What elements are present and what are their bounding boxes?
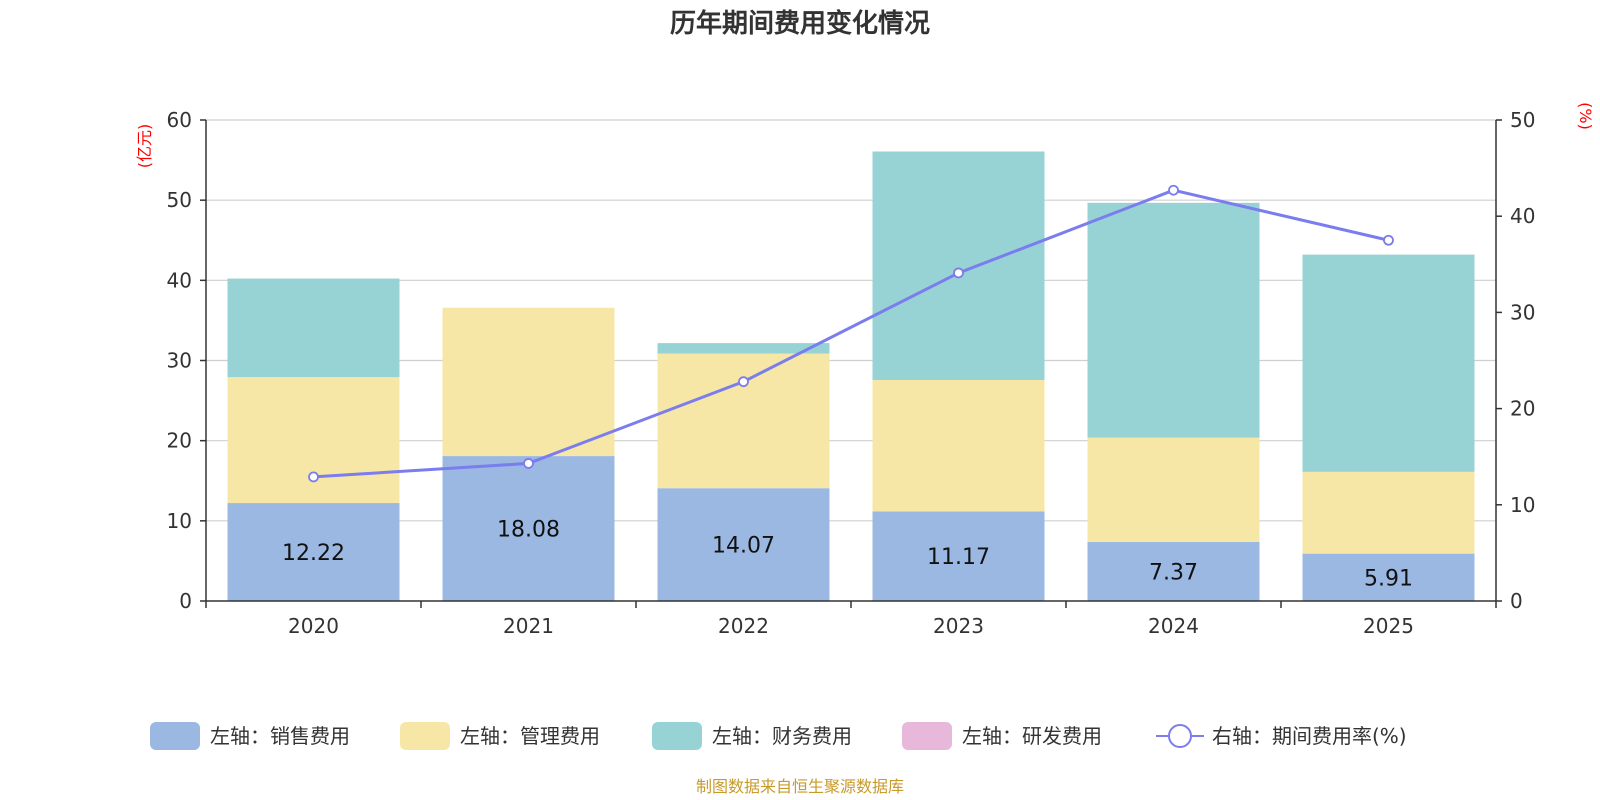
left-axis-tick-label: 50 (167, 188, 192, 212)
legend-item: 左轴：研发费用 (902, 722, 1102, 750)
right-axis-tick-label: 20 (1510, 397, 1535, 421)
bar-segment (657, 343, 830, 354)
legend-swatch (652, 722, 702, 750)
bar-segment (872, 379, 1045, 512)
legend-swatch (902, 722, 952, 750)
legend-label: 左轴：财务费用 (712, 724, 852, 748)
right-axis-tick-label: 10 (1510, 493, 1535, 517)
x-axis-tick-label: 2023 (933, 614, 984, 638)
legend-item: 左轴：管理费用 (400, 722, 600, 750)
legend-label: 左轴：管理费用 (460, 724, 600, 748)
right-axis-tick-label: 0 (1510, 589, 1523, 613)
bar-segment (442, 456, 615, 601)
right-axis-tick-label: 30 (1510, 300, 1535, 324)
legend-item: 右轴：期间费用率(%) (1156, 724, 1407, 748)
x-axis-tick-label: 2025 (1363, 614, 1414, 638)
rate-point (308, 471, 319, 483)
left-axis-tick-label: 30 (167, 349, 192, 373)
bar-data-label: 14.07 (712, 534, 775, 559)
bar-data-label: 7.37 (1149, 560, 1198, 585)
left-axis-tick-label: 0 (179, 589, 192, 613)
bar-segment (1087, 541, 1260, 601)
x-axis-tick-label: 2021 (503, 614, 554, 638)
bar-series: 12.22 18.08 14.07 11.17 7.37 5.91 (227, 151, 1475, 601)
legend-label: 右轴：期间费用率(%) (1212, 724, 1407, 748)
bar-segment (1302, 553, 1475, 601)
bar-data-label: 18.08 (497, 518, 560, 543)
bar-segment (1087, 202, 1260, 438)
bar-data-label: 12.22 (282, 541, 345, 566)
bar-segment (227, 377, 400, 504)
bar-data-label: 11.17 (927, 545, 990, 570)
legend-marker (1168, 724, 1192, 748)
bar-data-label: 5.91 (1364, 566, 1413, 591)
rate-point (953, 267, 964, 279)
left-axis-tick-label: 40 (167, 268, 192, 292)
legend-label: 左轴：研发费用 (962, 724, 1102, 748)
bar-segment (227, 503, 400, 601)
bar-segment (1302, 254, 1475, 472)
legend: 左轴：销售费用 左轴：管理费用 左轴：财务费用 左轴：研发费用 右轴：期间费用率(%) (150, 722, 1407, 750)
right-axis-unit: (%) (1576, 102, 1595, 130)
bar-segment (872, 151, 1045, 380)
legend-swatch (150, 722, 200, 750)
grid-lines (206, 119, 1496, 522)
x-axis-tick-label: 2024 (1148, 614, 1199, 638)
rate-point (738, 376, 749, 388)
rate-point (1383, 234, 1394, 246)
rate-line (313, 188, 1389, 479)
legend-swatch (400, 722, 450, 750)
left-axis-tick-label: 20 (167, 429, 192, 453)
rate-point (523, 458, 534, 469)
bar-segment (657, 353, 830, 489)
right-axis-tick-label: 40 (1510, 204, 1535, 228)
x-axis-tick-label: 2022 (718, 614, 769, 638)
left-axis-tick-label: 10 (167, 509, 192, 533)
bar-segment (227, 278, 400, 378)
right-axis-tick-label: 50 (1510, 108, 1535, 132)
x-axis-tick-label: 2020 (288, 614, 339, 638)
source-note: 制图数据来自恒生聚源数据库 (696, 777, 904, 796)
legend-item: 左轴：销售费用 (150, 722, 350, 750)
rate-point (1168, 184, 1179, 196)
left-axis-unit: (亿元) (135, 124, 154, 169)
left-axis-tick-label: 60 (167, 108, 192, 132)
bar-segment (872, 511, 1045, 601)
axes: 0 10 20 30 40 50 60 0 10 20 30 40 50 2020 2021 2022 2023… (135, 102, 1595, 638)
bar-segment (1302, 471, 1475, 554)
bar-segment (657, 488, 830, 601)
rate-line-series (308, 184, 1394, 483)
bar-segment (1087, 437, 1260, 542)
legend-label: 左轴：销售费用 (210, 724, 350, 748)
legend-item: 左轴：财务费用 (652, 722, 852, 750)
bar-segment (442, 307, 615, 457)
chart-title: 历年期间费用变化情况 (670, 8, 930, 39)
